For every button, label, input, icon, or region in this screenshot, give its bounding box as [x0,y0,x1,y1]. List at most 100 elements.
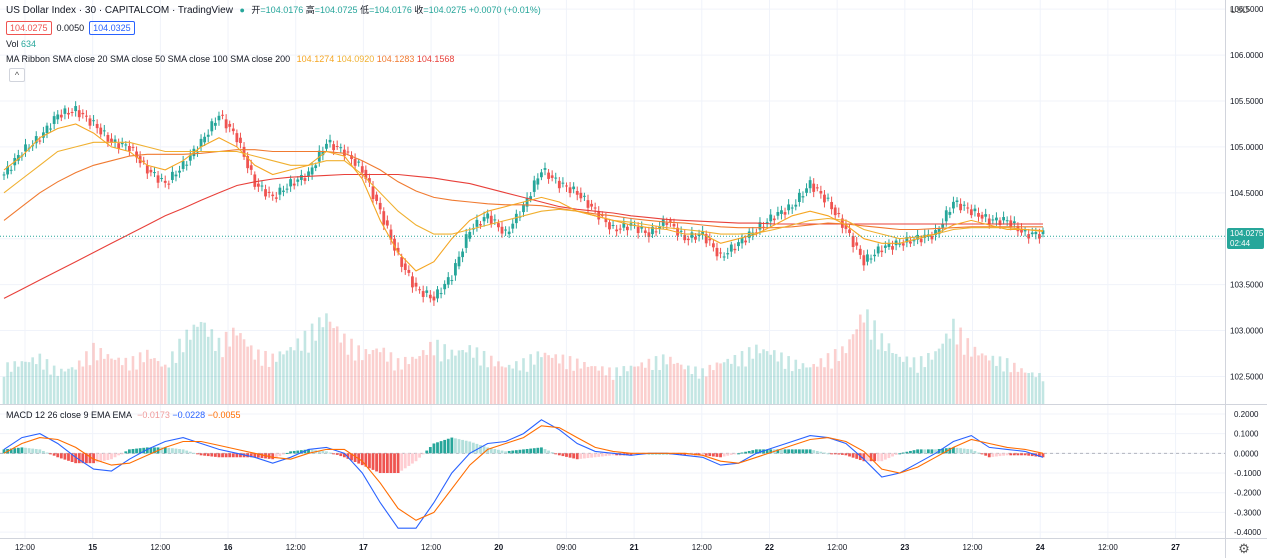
symbol-title[interactable]: US Dollar Index · 30 · CAPITALCOM · Trad… [6,5,233,16]
volume-bar [794,359,798,404]
volume-bar [418,356,421,404]
macd-histogram-bar [995,453,998,457]
open-label: 开 [251,5,261,15]
volume-bar [866,309,869,404]
candle-body [507,231,511,235]
volume-bar [289,347,292,404]
candle-body [683,235,687,241]
macd-histogram-bar [812,450,816,454]
macd-histogram-bar [59,453,63,459]
volume-bar [801,363,805,404]
volume-bar [2,376,6,404]
macd-histogram-bar [869,453,873,462]
candle-body [285,188,289,190]
volume-bar [482,350,486,404]
candle-body [400,257,404,267]
macd-histogram-bar [13,448,17,454]
macd-histogram-bar [794,449,798,454]
macd-histogram-bar [396,453,400,474]
macd-histogram-bar [923,449,927,454]
volume-bar [74,369,77,404]
macd-histogram-bar [454,438,457,454]
currency-label[interactable]: USD [1230,5,1250,15]
macd-histogram-bar [848,453,851,457]
macd-histogram-bar [163,447,167,454]
macd-histogram-bar [382,453,386,474]
macd-histogram-bar [414,453,418,462]
candle-body [758,222,762,230]
volume-bar [77,360,81,404]
volume-bar [984,355,987,404]
macd-histogram-bar [604,453,608,457]
volume-bar [808,367,812,404]
candle-body [407,269,411,273]
macd-histogram-bar [701,453,705,456]
candle-body [457,256,461,267]
candle-body [998,220,1002,225]
volume-bar [493,366,497,404]
volume-bar [364,349,368,404]
macd-histogram-bar [969,449,973,454]
buy-button[interactable]: 104.0325 [89,21,135,35]
sell-button[interactable]: 104.0275 [6,21,52,35]
ma-ribbon-label[interactable]: MA Ribbon SMA close 20 SMA close 50 SMA … [6,54,291,64]
macd-histogram-bar [959,448,962,454]
low-label: 低 [360,5,370,15]
macd-histogram-bar [575,453,579,460]
volume-bar [558,363,561,404]
macd-histogram-bar [891,453,894,457]
candle-body [350,155,353,160]
volume-bar [163,364,167,404]
macd-histogram-bar [744,451,748,454]
macd-histogram-bar [805,449,808,454]
candle-body [930,235,934,240]
high-value: =104.0725 [314,5,358,15]
macd-label[interactable]: MACD 12 26 close 9 EMA EMA [6,410,132,420]
volume-bar [310,323,314,404]
volume-bar [454,355,457,404]
macd-histogram-bar [282,453,285,455]
macd-histogram-bar [683,453,687,456]
candle-body [837,213,841,215]
volume-bar [894,353,898,404]
candle-body [1030,232,1034,235]
macd-histogram-bar [353,453,357,462]
volume-bar [257,349,260,404]
candle-body [99,127,103,135]
collapse-legend-button[interactable]: ^ [9,68,25,82]
macd-histogram-bar [418,453,421,458]
time-tick-label: 12:00 [962,543,983,552]
macd-histogram-bar [335,453,339,455]
volume-bar [955,344,959,404]
macd-histogram-bar [421,453,425,455]
volume-bar [436,339,439,404]
candle-body [984,214,988,217]
macd-histogram-bar [962,448,966,454]
candle-body [264,189,267,197]
volume-bar [733,355,737,404]
volume-bar [63,371,67,404]
volume-bar [751,358,755,404]
candle-body [371,186,375,200]
macd-histogram-bar [24,447,27,454]
volume-bar [927,353,930,404]
volume-bar [977,355,980,404]
gear-icon[interactable]: ⚙ [1238,541,1250,556]
candle-body [504,229,507,231]
volume-bar [769,354,773,404]
macd-histogram-bar [9,448,13,454]
candle-body [454,263,457,276]
macd-histogram-bar [439,441,443,454]
volume-bar [9,371,13,404]
candle-body [446,277,450,285]
macd-histogram-bar [342,453,346,458]
macd-histogram-bar [450,437,454,454]
macd-histogram-bar [593,453,597,458]
macd-signal-value: −0.0055 [207,410,241,420]
candle-body [253,174,257,187]
macd-histogram-bar [321,450,325,454]
volume-bar [780,352,783,404]
macd-histogram-bar [27,448,31,454]
candle-body [368,178,371,183]
